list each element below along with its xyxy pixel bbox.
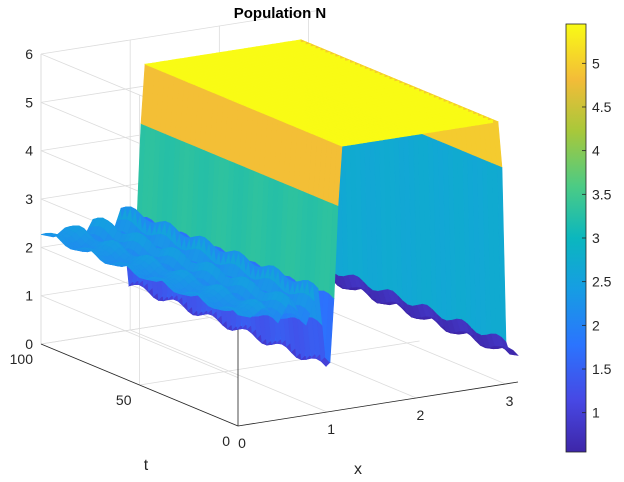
z-tick-label: 1 xyxy=(25,288,33,304)
colorbar: 1 1.5 2 2.5 3 3.5 4 4.5 5 xyxy=(565,23,612,453)
grid-line xyxy=(40,9,322,55)
x-tick-label: 3 xyxy=(506,393,514,409)
colorbar-tick-label: 3.5 xyxy=(592,186,612,202)
chart-title: Population N xyxy=(234,5,327,22)
z-tick-label: 6 xyxy=(25,46,33,62)
surface-patch xyxy=(508,349,519,356)
y-axis-label: t xyxy=(144,457,149,474)
z-tick-label: 0 xyxy=(25,336,33,352)
grid-line xyxy=(40,246,239,330)
colorbar-tick-label: 4 xyxy=(592,143,600,159)
colorbar-tick-label: 2 xyxy=(592,317,600,333)
z-tick-label: 2 xyxy=(25,239,33,255)
colorbar-tick-label: 2.5 xyxy=(592,274,612,290)
colorbar-tick-label: 1 xyxy=(592,405,600,421)
z-tick-label: 5 xyxy=(25,94,33,110)
x-tick-label: 1 xyxy=(327,421,335,437)
surface-plot xyxy=(40,39,519,368)
grid-line xyxy=(40,295,239,379)
axis-ticks: 0 1 2 3 4 5 6 0 1 2 3 0 50 100 xyxy=(10,46,514,451)
colorbar-tick-label: 4.5 xyxy=(592,99,612,115)
x-axis-label: x xyxy=(354,461,362,478)
x-tick-label: 0 xyxy=(238,435,246,451)
z-tick-label: 3 xyxy=(25,191,33,207)
z-tick-label: 4 xyxy=(25,143,33,159)
y-tick-label: 100 xyxy=(10,351,34,367)
axis-line xyxy=(237,381,519,427)
axis-line xyxy=(40,343,239,427)
colorbar-tick-label: 1.5 xyxy=(592,361,612,377)
colorbar-tick-label: 3 xyxy=(592,230,600,246)
x-tick-label: 2 xyxy=(416,407,424,423)
colorbar-tick-label: 5 xyxy=(592,55,600,71)
grid-line xyxy=(139,340,420,386)
y-tick-label: 0 xyxy=(222,433,230,449)
y-tick-label: 50 xyxy=(116,392,132,408)
